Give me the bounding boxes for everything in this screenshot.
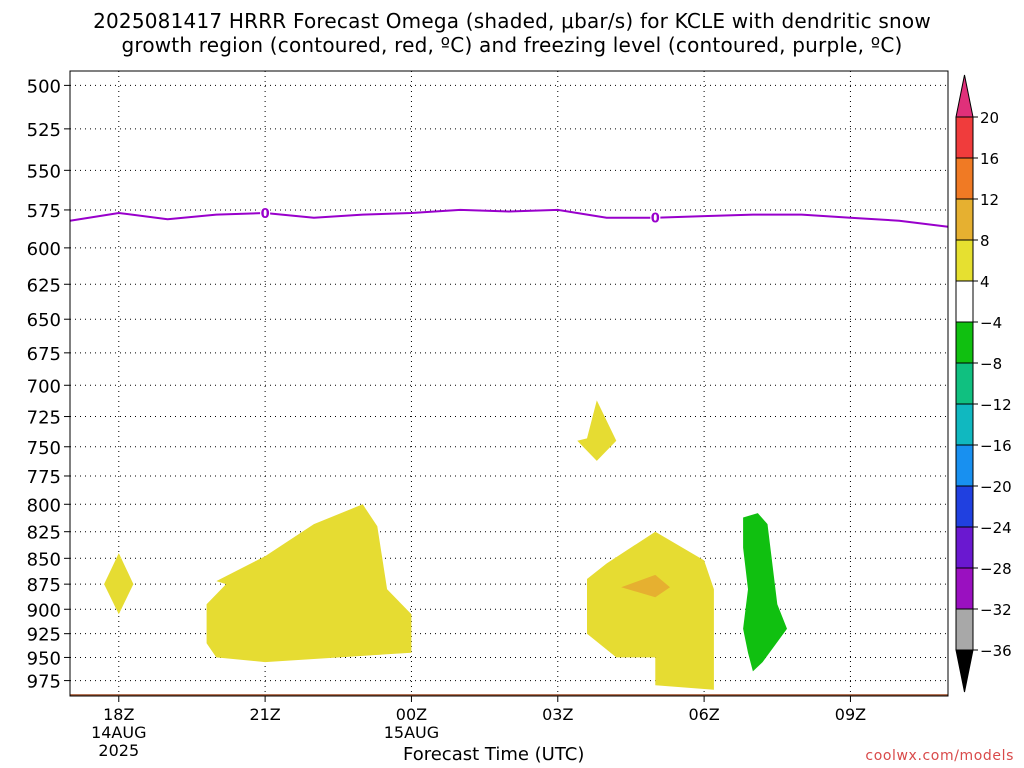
colorbar-label: −16 [980, 437, 1012, 455]
colorbar-label: 12 [980, 191, 999, 209]
colorbar-box [955, 321, 974, 364]
colorbar-box [955, 239, 974, 282]
y-tick-label: 850 [27, 549, 61, 570]
omega-region [743, 513, 787, 672]
colorbar-box [955, 116, 974, 159]
colorbar-label: 8 [980, 232, 990, 250]
omega-region [621, 574, 670, 598]
y-tick-label: 550 [27, 161, 61, 182]
colorbar-box [955, 526, 974, 569]
y-tick-label: 875 [27, 575, 61, 596]
colorbar-label: 4 [980, 273, 990, 291]
y-tick-label: 775 [27, 467, 61, 488]
colorbar-label: 20 [980, 109, 999, 127]
colorbar-label: −24 [980, 519, 1012, 537]
x-tick-sublabel: 2025 [98, 741, 139, 760]
y-tick-label: 625 [27, 275, 61, 296]
x-tick-label: 03Z [542, 705, 573, 724]
colorbar-label: −36 [980, 642, 1012, 660]
chart-title-line-2: growth region (contoured, red, ºC) and f… [121, 33, 903, 57]
omega-shading [104, 400, 787, 690]
colorbar-box [955, 280, 974, 323]
gridlines [70, 71, 948, 696]
ground-strip [70, 694, 948, 696]
freezing-level-label-bg [650, 210, 661, 225]
y-tick-label: 975 [27, 672, 61, 693]
x-tick-label: 18Z [103, 705, 134, 724]
colorbar-bottom-arrow [955, 649, 974, 693]
colorbar-box [955, 485, 974, 528]
y-tick-label: 525 [27, 120, 61, 141]
freezing-level-label: 0 [651, 212, 660, 227]
x-tick-sublabel: 15AUG [384, 723, 439, 742]
omega-region [206, 504, 412, 663]
colorbar-label: −20 [980, 478, 1012, 496]
y-tick-label: 800 [27, 495, 61, 516]
x-tick-label: 00Z [396, 705, 427, 724]
y-tick-label: 825 [27, 523, 61, 544]
colorbar: 20 16 12 8 4 −4 −8 −12 −16 −20 −24 −28 −32 −36 [955, 74, 1012, 693]
colorbar-box [955, 198, 974, 241]
colorbar-box [955, 157, 974, 200]
y-tick-label: 725 [27, 408, 61, 429]
plot-frame [69, 70, 949, 697]
y-tick-label: 675 [27, 344, 61, 365]
colorbar-box [955, 608, 974, 651]
ground-layer [70, 694, 948, 696]
omega-region [104, 553, 134, 615]
freezing-level-label-bg [260, 206, 271, 221]
omega-region [587, 531, 714, 690]
y-tick-label: 600 [27, 239, 61, 260]
x-tick-label: 21Z [249, 705, 280, 724]
x-tick-sublabel: 14AUG [91, 723, 146, 742]
y-tick-label: 700 [27, 376, 61, 397]
y-tick-label: 575 [27, 201, 61, 222]
y-tick-label: 925 [27, 625, 61, 646]
colorbar-label: −8 [980, 355, 1002, 373]
colorbar-box [955, 444, 974, 487]
y-tick-label: 650 [27, 310, 61, 331]
y-tick-label: 500 [27, 76, 61, 97]
colorbar-box [955, 362, 974, 405]
colorbar-label: −28 [980, 560, 1012, 578]
colorbar-box [955, 403, 974, 446]
pressure-axis: 500 525 550 575 600 625 650 675 700 725 750 775 800 8… [27, 76, 70, 693]
x-tick-label: 06Z [688, 705, 719, 724]
chart-title-line-1: 2025081417 HRRR Forecast Omega (shaded, … [93, 9, 931, 33]
colorbar-label: −4 [980, 314, 1002, 332]
y-tick-label: 950 [27, 648, 61, 669]
y-tick-label: 900 [27, 600, 61, 621]
colorbar-box [955, 567, 974, 610]
y-tick-label: 750 [27, 438, 61, 459]
omega-region [577, 400, 617, 461]
colorbar-top-arrow [955, 74, 974, 118]
x-tick-label: 09Z [835, 705, 866, 724]
site-credit: coolwx.com/models [865, 748, 1014, 764]
freezing-level-label: 0 [261, 207, 270, 222]
colorbar-label: −32 [980, 601, 1012, 619]
colorbar-label: −12 [980, 396, 1012, 414]
colorbar-label: 16 [980, 150, 999, 168]
freezing-level-line [69, 208, 949, 228]
x-axis-title: Forecast Time (UTC) [403, 744, 585, 765]
